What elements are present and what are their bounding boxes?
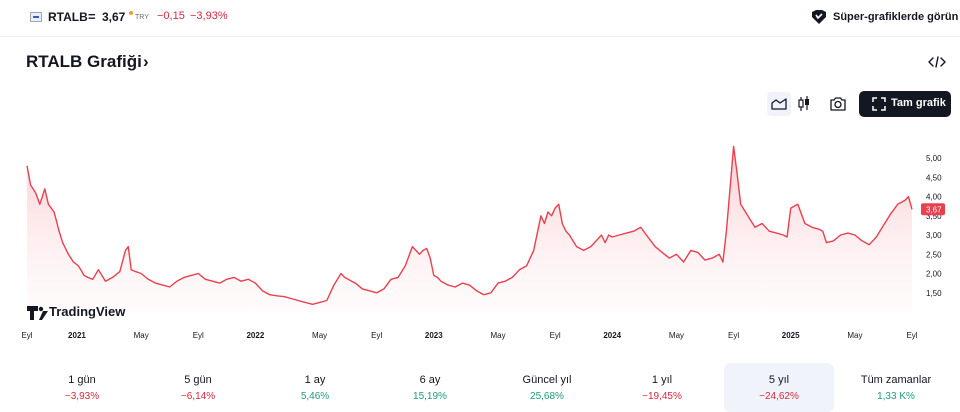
x-tick-label: May [134,331,149,340]
x-tick-label: May [490,331,505,340]
market-status-dot [129,11,133,15]
tradingview-logo-text: TradingView [49,304,126,319]
y-tick-label: 3,50 [926,212,942,221]
candle-chart-icon [798,96,809,111]
period-4[interactable]: Güncel yıl 25,68% [492,363,602,412]
area-chart-icon [771,98,787,110]
x-tick-label: May [669,331,684,340]
y-tick-label: 3,00 [926,231,942,240]
period-label: Tüm zamanlar [860,374,932,386]
price-area-fill [27,146,912,312]
x-tick-label: Eyl [371,331,382,340]
x-tick-label: 2022 [246,331,264,340]
equals-sign: = [88,9,96,24]
x-tick-label: May [312,331,327,340]
period-label: 1 yıl [651,374,673,386]
y-tick-label: 2,00 [926,270,942,279]
x-tick-label: 2021 [68,331,86,340]
period-change-value: −19,45% [642,391,682,402]
period-change-value: 15,19% [413,391,447,402]
camera-icon [830,97,846,111]
fullscreen-button[interactable]: Tam grafik [859,91,951,117]
performance-periods: 1 gün −3,93% 5 gün −6,14% 1 ay 5,46% 6 ay 15,19… [0,363,960,412]
x-tick-label: May [847,331,862,340]
period-label: 6 ay [419,374,441,386]
y-tick-label: 1,50 [926,289,942,298]
x-tick-label: Eyl [21,331,32,340]
x-tick-label: Eyl [906,331,917,340]
period-2[interactable]: 1 ay 5,46% [260,363,370,412]
tradingview-logo-icon [27,306,48,320]
page-title[interactable]: RTALB Grafiği [26,52,142,71]
symbol-label: RTALB [48,10,88,24]
x-tick-label: Eyl [550,331,561,340]
period-6[interactable]: 5 yıl −24,62% [724,363,834,412]
fullscreen-label: Tam grafik [891,97,946,109]
period-label: 5 gün [184,374,212,386]
period-change-value: 25,68% [530,391,564,402]
period-change-value: 1,33 K% [877,391,915,402]
y-tick-label: 4,00 [926,193,942,202]
period-change-value: −24,62% [759,391,799,402]
super-charts-icon[interactable] [810,9,828,25]
quote-header: RTALB = 3,67 TRY −0,15 −3,93% Süper-graf… [0,0,960,37]
period-label: 5 yıl [768,374,790,386]
snapshot-button[interactable] [826,92,850,116]
period-3[interactable]: 6 ay 15,19% [375,363,485,412]
last-price-badge [921,203,945,216]
embed-code-icon[interactable] [928,54,946,70]
period-change-value: 5,46% [300,391,330,402]
y-tick-label: 2,50 [926,250,942,259]
period-change-value: −6,14% [180,391,216,402]
period-0[interactable]: 1 gün −3,93% [27,363,137,412]
title-chevron-icon[interactable]: › [143,52,149,71]
area-chart-button[interactable] [767,92,791,116]
period-7[interactable]: Tüm zamanlar 1,33 K% [841,363,951,412]
y-tick-label: 5,00 [926,154,942,163]
period-change-value: −3,93% [64,391,100,402]
period-label: 1 ay [304,374,326,386]
period-label: Güncel yıl [522,374,572,386]
price-line [26,145,913,305]
last-price-label: 3,67 [926,205,942,214]
period-label: 1 gün [68,374,96,386]
x-tick-label: 2024 [603,331,621,340]
x-tick-label: Eyl [728,331,739,340]
fullscreen-icon [872,97,886,111]
price-change: −0,15 [157,10,185,22]
x-tick-label: 2023 [425,331,443,340]
price-value: 3,67 [102,10,126,24]
period-5[interactable]: 1 yıl −19,45% [607,363,717,412]
y-tick-label: 4,50 [926,173,942,182]
price-change-percent: −3,93% [190,10,228,22]
super-charts-link[interactable]: Süper-grafiklerde görün [833,11,959,23]
period-1[interactable]: 5 gün −6,14% [143,363,253,412]
currency-label: TRY [135,14,149,21]
price-chart[interactable]: 1,50 2,00 2,50 3,00 3,50 4,00 4,50 5,00 3,67 Eyl… [0,130,960,345]
flag-icon [30,12,42,22]
x-tick-label: 2025 [782,331,800,340]
x-tick-label: Eyl [193,331,204,340]
candle-chart-button[interactable] [792,92,816,116]
